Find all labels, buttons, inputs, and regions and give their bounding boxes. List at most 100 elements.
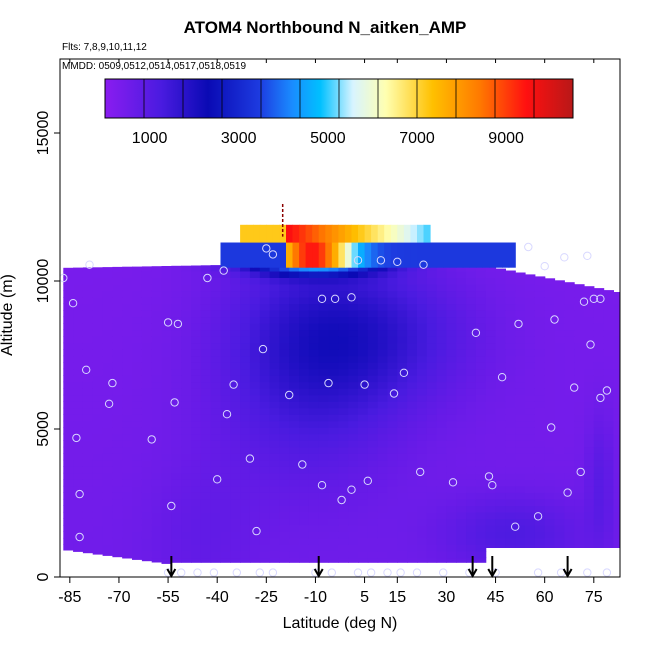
- obs-point: [363, 476, 372, 485]
- observation-points: [60, 242, 612, 577]
- colorbar-tick-label: 7000: [399, 130, 435, 147]
- obs-point: [376, 256, 386, 265]
- obs-point: [222, 410, 232, 419]
- obs-point: [213, 475, 222, 484]
- obs-point: [104, 399, 114, 408]
- x-axis-label: Latitude (deg N): [282, 615, 398, 632]
- obs-point: [173, 319, 183, 329]
- obs-point: [547, 423, 556, 432]
- obs-point: [419, 260, 428, 269]
- obs-point: [602, 386, 612, 395]
- flight-arrow-head: [487, 568, 498, 579]
- obs-point: [366, 568, 376, 577]
- obs-point: [108, 378, 117, 388]
- obs-point: [583, 568, 592, 577]
- obs-point: [337, 495, 346, 505]
- obs-point: [602, 568, 612, 577]
- obs-point: [576, 467, 585, 477]
- obs-point: [167, 501, 176, 511]
- flight-arrow-head: [313, 568, 324, 579]
- axes: -85 -70 -55 -40 -25 -10 5 15 30 45 60 75 0 5000 10000 1…: [35, 59, 603, 606]
- x-tick-label: -40: [206, 589, 229, 606]
- obs-point: [330, 294, 340, 303]
- obs-point: [317, 294, 327, 303]
- y-tick-label: 5000: [35, 411, 52, 447]
- obs-point: [82, 365, 91, 374]
- dates-subtitle: MMDD: 0509,0512,0514,0517,0518,0519: [62, 61, 247, 72]
- obs-point: [471, 328, 481, 337]
- x-tick-label: -10: [304, 589, 327, 606]
- colorbar-frame: [104, 78, 574, 119]
- obs-point: [360, 380, 369, 389]
- obs-point: [163, 318, 173, 327]
- obs-point: [85, 260, 94, 269]
- obs-point: [347, 485, 356, 494]
- obs-point: [229, 380, 238, 389]
- obs-point: [497, 373, 507, 382]
- x-tick-label: 5: [360, 589, 369, 606]
- obs-point: [245, 454, 255, 463]
- obs-point: [219, 266, 228, 275]
- obs-point: [72, 433, 81, 443]
- obs-point: [317, 481, 327, 490]
- obs-point: [393, 257, 402, 266]
- obs-point: [570, 383, 579, 392]
- obs-point: [75, 532, 84, 542]
- obs-point: [60, 273, 68, 283]
- obs-point: [596, 393, 605, 403]
- obs-point: [268, 250, 278, 259]
- colorbar: [104, 78, 574, 119]
- obs-point: [533, 568, 543, 577]
- obs-point: [383, 568, 392, 577]
- obs-point: [327, 568, 336, 577]
- y-axis-label: Altitude (m): [0, 274, 16, 356]
- obs-point: [209, 568, 219, 577]
- colorbar-tick-label: 1000: [132, 130, 168, 147]
- colorbar-tick-label: 9000: [488, 130, 524, 147]
- obs-point: [262, 244, 271, 253]
- y-tick-label: 0: [35, 572, 52, 581]
- obs-point: [550, 315, 559, 324]
- obs-point: [298, 460, 307, 469]
- obs-point: [399, 368, 409, 377]
- obs-point: [68, 299, 78, 308]
- obs-point: [511, 522, 520, 531]
- x-tick-label: -25: [255, 589, 278, 606]
- obs-point: [396, 568, 405, 577]
- colorbar-tick-label: 3000: [221, 130, 257, 147]
- flight-arrow-head: [562, 568, 573, 579]
- obs-point: [203, 273, 212, 283]
- obs-point: [177, 568, 186, 577]
- flight-arrows: [166, 556, 573, 579]
- x-tick-label: 60: [536, 589, 554, 606]
- obs-point: [193, 568, 202, 577]
- x-tick-label: 45: [487, 589, 505, 606]
- obs-point: [484, 472, 494, 481]
- x-tick-label: -85: [58, 589, 81, 606]
- x-tick-label: -70: [107, 589, 130, 606]
- obs-point: [147, 435, 156, 444]
- obs-point: [324, 378, 333, 388]
- obs-point: [540, 262, 549, 271]
- obs-point: [412, 568, 422, 577]
- obs-point: [586, 340, 595, 349]
- flights-subtitle: Flts: 7,8,9,10,11,12: [62, 42, 147, 53]
- obs-point: [353, 568, 363, 577]
- y-tick-label: 10000: [35, 259, 52, 304]
- obs-point: [439, 568, 448, 577]
- obs-point: [255, 568, 264, 577]
- obs-point: [347, 293, 356, 302]
- plot-frame: [59, 58, 621, 578]
- obs-point: [75, 489, 84, 499]
- colorbar-ticks: 1000 3000 5000 7000 9000: [132, 130, 524, 147]
- obs-point: [533, 512, 543, 521]
- obs-point: [448, 478, 458, 487]
- obs-point: [258, 344, 268, 354]
- obs-point: [416, 467, 425, 477]
- obs-point: [353, 256, 363, 265]
- y-tick-label: 15000: [35, 111, 52, 156]
- obs-point: [579, 297, 589, 306]
- heatmap-field: [63, 204, 620, 564]
- obs-point: [389, 389, 399, 398]
- obs-point: [268, 568, 278, 577]
